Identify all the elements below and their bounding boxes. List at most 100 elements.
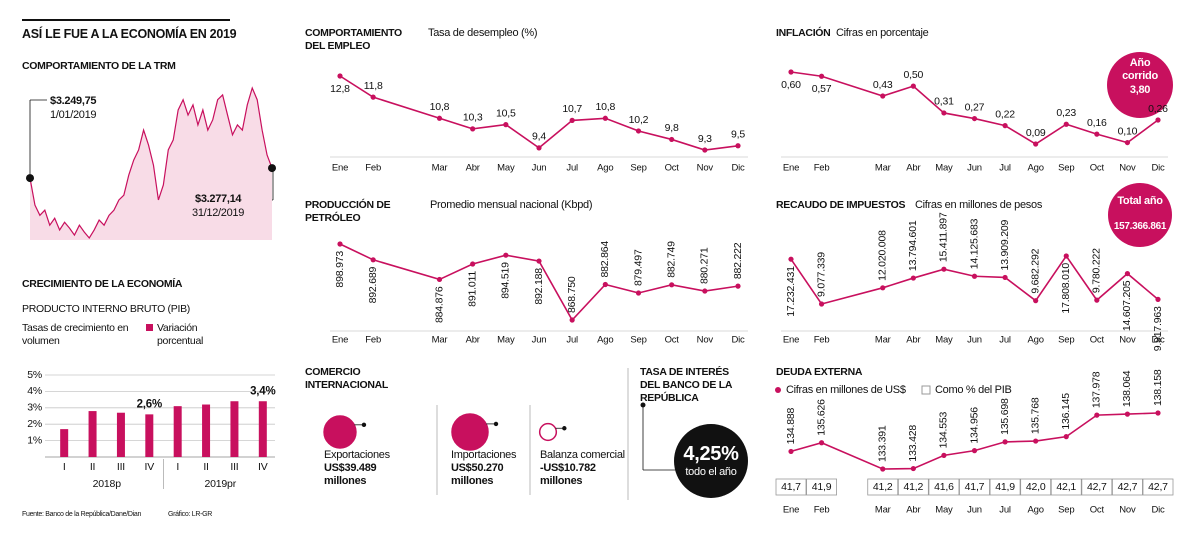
value-label: 135.768	[1029, 397, 1041, 434]
point	[1063, 434, 1069, 440]
point	[602, 281, 608, 288]
end-point	[268, 164, 276, 173]
value-label: 10,2	[629, 114, 649, 126]
point	[941, 452, 947, 458]
connector-dot	[493, 421, 499, 427]
x-tick-label: III	[230, 461, 238, 473]
value-box	[806, 478, 837, 496]
x-tick-label: Jun	[967, 335, 982, 346]
value-label: 134.553	[938, 411, 950, 448]
value-label: 12,8	[330, 83, 350, 95]
bar	[145, 414, 154, 457]
point	[910, 275, 916, 281]
chart-title: DEUDA EXTERNA	[776, 366, 863, 378]
connector-dot	[640, 402, 646, 408]
value-box	[1112, 478, 1143, 496]
legend-label: Variación porcentual	[157, 322, 204, 347]
bubble	[323, 415, 357, 449]
value-box	[867, 478, 899, 496]
chart-title: CRECIMIENTO DE LA ECONOMÍA	[22, 278, 183, 290]
line	[339, 75, 739, 151]
value-box	[1142, 478, 1174, 496]
x-tick-label: May	[935, 335, 953, 346]
point	[1002, 274, 1008, 281]
value-label: 42,0	[1026, 481, 1046, 493]
x-tick-label: Mar	[432, 163, 448, 174]
bar	[88, 411, 97, 457]
value-label: 0,22	[995, 108, 1015, 120]
area	[30, 88, 272, 240]
x-tick-label: Jun	[532, 335, 547, 346]
value-label: 135.626	[815, 399, 827, 436]
point	[569, 317, 575, 323]
value-label: 12.020.008	[877, 230, 889, 281]
bar	[258, 401, 267, 457]
x-tick-label: Ene	[783, 505, 799, 516]
x-tick-label: IV	[145, 461, 155, 473]
value-label: 882.222	[732, 242, 744, 279]
x-tick-label: Feb	[365, 163, 381, 174]
x-tick-label: Jul	[566, 163, 578, 174]
x-tick-label: Jul	[999, 505, 1011, 516]
point	[1033, 438, 1039, 444]
point	[971, 115, 978, 122]
point	[470, 126, 476, 132]
group-label: 2019pr	[205, 478, 237, 490]
value-label: 3,4%	[250, 385, 275, 397]
x-tick-label: May	[935, 163, 953, 174]
x-tick-label: May	[935, 505, 953, 516]
value-label: 10,5	[496, 107, 516, 119]
value-label: 0,43	[873, 79, 893, 91]
value-label: 41,7	[781, 481, 801, 493]
x-tick-label: Sep	[1058, 505, 1074, 516]
x-tick-label: Mar	[875, 505, 891, 516]
value-label: 11,8	[364, 80, 383, 92]
value-box	[959, 478, 990, 496]
value-label: 133.428	[907, 425, 919, 462]
chart-title: COMPORTAMIENTO DE LA TRM	[22, 60, 176, 72]
value-label: US$50.270 millones	[451, 462, 504, 487]
point	[436, 115, 443, 121]
x-tick-label: I	[63, 461, 66, 473]
value-label: 0,09	[1026, 127, 1046, 139]
value-label: 882.864	[599, 241, 611, 278]
x-tick-label: Nov	[697, 335, 714, 346]
x-tick-label: Abr	[906, 335, 920, 346]
bar	[116, 412, 125, 457]
x-tick-label: II	[90, 461, 95, 473]
value-label: 892.689	[367, 266, 379, 303]
tax-badge	[1108, 183, 1172, 247]
x-tick-label: Abr	[466, 335, 480, 346]
value-box	[897, 478, 929, 496]
x-tick-label: Dic	[1151, 335, 1165, 346]
annotation: $3.277,14	[195, 193, 242, 205]
category-label: Importaciones	[451, 449, 517, 461]
point	[370, 257, 376, 263]
bubble	[451, 413, 489, 451]
value-label: 9.682.292	[1029, 248, 1041, 293]
line	[790, 254, 1159, 305]
value-label: 9,8	[665, 122, 679, 134]
x-tick-label: Jun	[967, 163, 982, 174]
x-tick-label: Oct	[1090, 335, 1105, 346]
value-box	[1081, 478, 1113, 496]
point	[602, 115, 608, 121]
y-tick-label: 1%	[27, 434, 42, 446]
y-tick-label: 5%	[27, 369, 42, 381]
axis-label: Tasas de crecimiento en volumen	[22, 322, 129, 347]
group-label: 2018p	[93, 478, 122, 490]
x-tick-label: Abr	[466, 163, 480, 174]
point	[370, 94, 376, 100]
point	[880, 285, 886, 291]
point	[880, 466, 886, 472]
rate-note: todo el año	[685, 466, 737, 478]
annotation: 1/01/2019	[50, 109, 97, 121]
point	[702, 147, 708, 153]
value-label: 9,4	[532, 131, 546, 143]
category-label: Balanza comercial	[540, 449, 625, 461]
value-label: 41,2	[873, 481, 893, 493]
bar	[202, 404, 211, 457]
value-label: 882.749	[665, 241, 677, 278]
rate-value: 4,25%	[683, 443, 739, 465]
